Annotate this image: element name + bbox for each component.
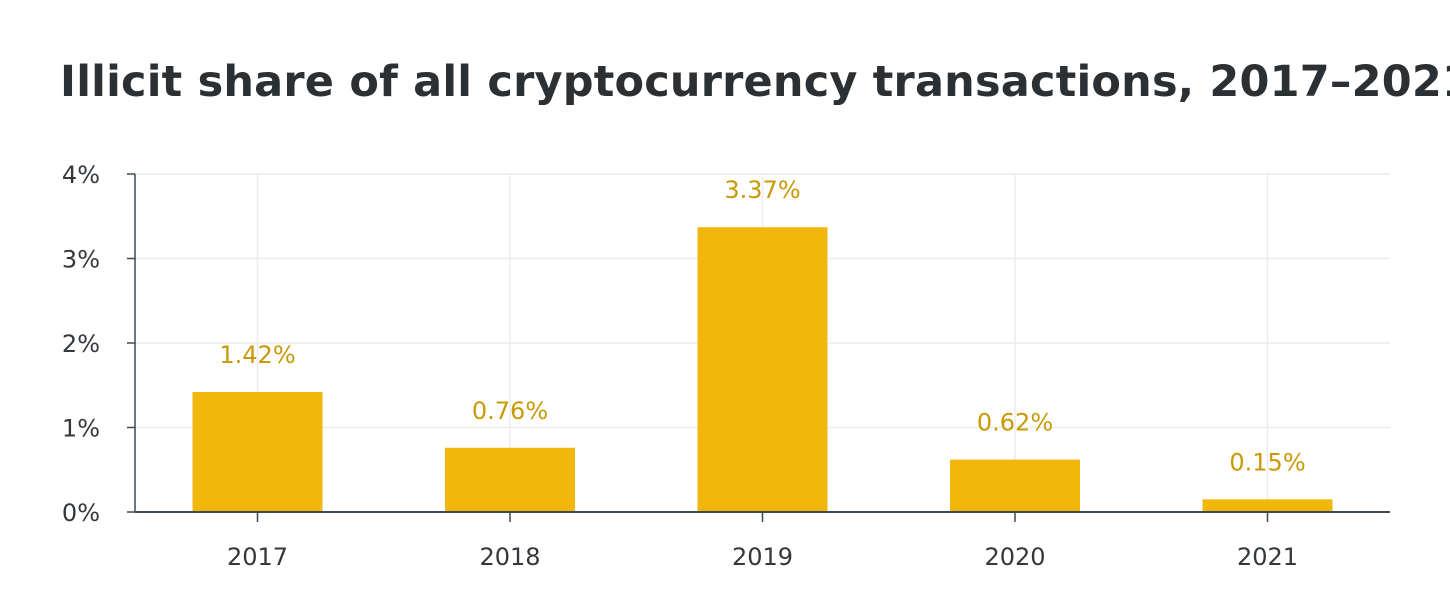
axes	[127, 173, 1390, 522]
bar-2019	[697, 227, 828, 513]
value-label-2017: 1.42%	[219, 341, 295, 369]
chart-title: Illicit share of all cryptocurrency tran…	[60, 57, 1450, 107]
value-label-2019: 3.37%	[724, 176, 800, 204]
value-label-2018: 0.76%	[472, 397, 548, 425]
x-tick-label-2020: 2020	[984, 543, 1045, 571]
value-label-2020: 0.62%	[977, 409, 1053, 437]
value-label-2021: 0.15%	[1229, 448, 1305, 476]
y-tick-label: 3%	[62, 246, 100, 274]
y-tick-label: 0%	[62, 499, 100, 527]
x-tick-label-2021: 2021	[1237, 543, 1298, 571]
x-tick-label-2019: 2019	[732, 543, 793, 571]
bars	[192, 227, 1333, 513]
bar-2017	[192, 392, 323, 512]
x-tick-label-2018: 2018	[479, 543, 540, 571]
bar-2021	[1202, 499, 1333, 512]
y-tick-label: 2%	[62, 330, 100, 358]
y-tick-label: 1%	[62, 415, 100, 443]
bar-2018	[445, 447, 575, 512]
labels: 0% 1% 2% 3% 4% 1.42% 2017 0.76% 2018 3.37% 2019 0.6…	[62, 161, 1306, 571]
y-tick-label: 4%	[62, 161, 100, 189]
bar-2020	[950, 459, 1080, 512]
x-tick-label-2017: 2017	[227, 543, 288, 571]
